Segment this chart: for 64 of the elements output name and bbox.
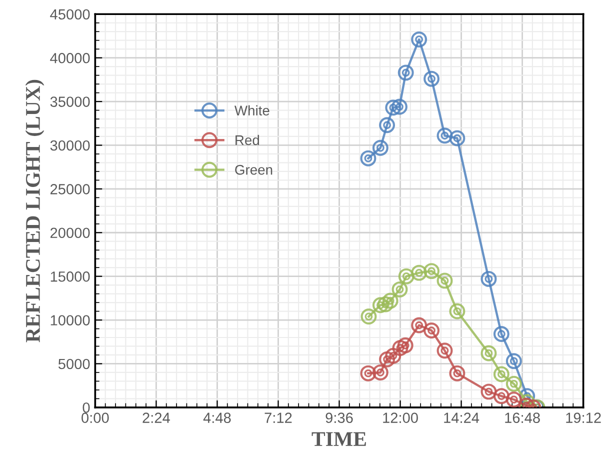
y-tick-label: 5000 (58, 358, 90, 370)
point (398, 64, 414, 81)
point (360, 150, 376, 166)
point (372, 364, 388, 380)
y-tick-label: 35000 (50, 96, 90, 107)
y-tick-label: 10000 (50, 315, 90, 326)
x-tick-label: 14:24 (444, 412, 480, 423)
point (379, 117, 396, 134)
point (398, 268, 414, 284)
point (379, 351, 396, 368)
point (436, 128, 453, 144)
legend-label: White (234, 105, 270, 116)
point (449, 365, 466, 382)
point (436, 272, 453, 289)
point (372, 297, 388, 314)
y-tick-label: 30000 (50, 140, 90, 151)
point (493, 388, 510, 404)
point (506, 376, 522, 392)
point (411, 31, 428, 48)
y-tick-label: 25000 (50, 184, 90, 194)
point (392, 281, 408, 298)
legend-label: Green (235, 164, 272, 175)
x-axis-title: TIME (312, 432, 366, 446)
point (378, 296, 394, 312)
point (372, 140, 388, 156)
x-tick-label: 19:12 (566, 412, 601, 423)
point (392, 98, 408, 115)
point (411, 264, 428, 281)
y-tick-label: 20000 (50, 228, 90, 238)
point (480, 384, 497, 400)
point (493, 326, 510, 342)
point (449, 130, 466, 146)
y-tick-label: 0 (82, 402, 90, 413)
x-tick-label: 4:48 (203, 412, 231, 423)
point (480, 345, 497, 362)
x-tick-label: 9:36 (326, 412, 353, 423)
point (424, 322, 440, 338)
x-tick-label: 2:24 (142, 412, 170, 423)
point (360, 365, 376, 382)
y-axis-title: REFLECTED LIGHT (LUX) (25, 80, 44, 342)
point (392, 340, 408, 356)
point (360, 308, 377, 325)
point (436, 342, 453, 359)
point (385, 100, 402, 116)
point (493, 366, 510, 382)
x-tick-label: 7:12 (264, 412, 292, 423)
point (506, 353, 522, 370)
point (506, 392, 522, 408)
point (385, 348, 402, 364)
point (424, 70, 440, 87)
point (424, 263, 440, 280)
x-tick-label: 12:00 (383, 412, 418, 423)
y-tick-label: 40000 (50, 52, 90, 64)
point (449, 303, 466, 320)
legend-label: Red (236, 134, 260, 146)
y-tick-label: 15000 (50, 271, 90, 282)
point (411, 317, 428, 334)
x-tick-label: 16:48 (505, 412, 540, 423)
y-tick-label: 45000 (50, 9, 90, 20)
point (382, 292, 398, 309)
point (519, 394, 536, 408)
point (397, 337, 414, 354)
point (480, 270, 497, 287)
x-tick-label: 0:00 (82, 412, 109, 423)
